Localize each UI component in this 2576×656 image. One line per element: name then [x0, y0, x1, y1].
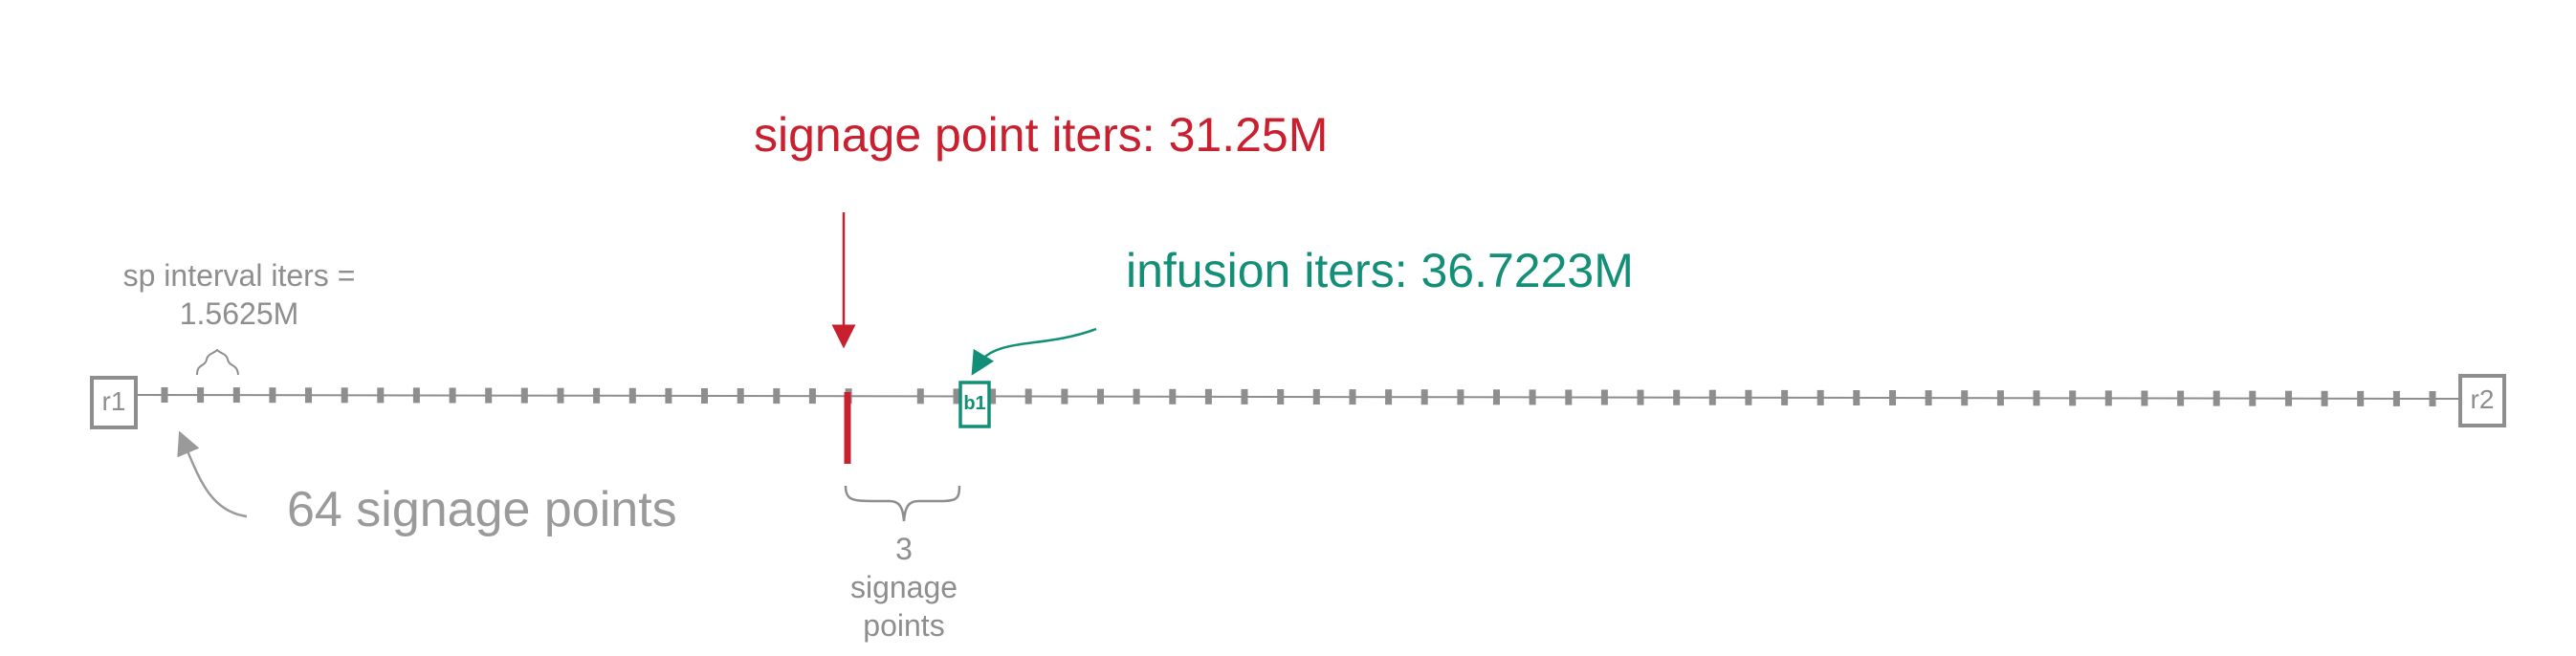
signage-point-tick [1816, 389, 1824, 405]
r1-label: r1 [101, 386, 126, 416]
signage-point-tick [593, 387, 601, 404]
signage-point-tick [1277, 389, 1285, 405]
signage-point-ticks [161, 387, 2436, 406]
signage-point-tick [2141, 390, 2148, 406]
signage-point-tick [485, 387, 493, 404]
signage-point-iters-label: signage point iters: 31.25M [754, 108, 1329, 162]
signage-point-tick [2429, 391, 2436, 406]
signage-point-tick [2392, 390, 2400, 406]
signage-point-tick [1996, 390, 2004, 406]
signage-point-tick [1169, 388, 1177, 405]
signage-point-tick [1241, 388, 1248, 405]
signage-point-tick [2104, 390, 2112, 406]
signage-point-tick [2285, 390, 2292, 406]
signage-point-tick [557, 387, 564, 404]
signage-point-tick [1600, 389, 1608, 405]
signage-point-tick [1024, 388, 1032, 405]
sp-interval-label: sp interval iters = 1.5625M [96, 256, 383, 333]
sp-interval-label-line2: 1.5625M [179, 296, 299, 331]
signage-point-tick [449, 387, 456, 404]
signage-point-tick [1420, 389, 1428, 405]
gap-label: 3 signage points [827, 530, 980, 645]
signage-point-tick [412, 387, 420, 404]
signage-point-tick [2321, 390, 2328, 406]
signage-point-tick [377, 387, 385, 404]
signage-point-tick [1061, 388, 1068, 405]
signage-point-tick [1097, 388, 1104, 405]
signage-point-tick [1457, 389, 1464, 405]
signage-point-tick [305, 387, 312, 404]
signage-point-tick [1133, 388, 1140, 405]
gap-label-line2: signage [849, 570, 958, 604]
signage-point-tick [2213, 390, 2220, 406]
sp-interval-label-line1: sp interval iters = [122, 258, 356, 293]
signage-point-tick [1565, 389, 1573, 405]
signage-point-tick [2033, 390, 2040, 406]
signage-point-tick [1708, 389, 1716, 405]
signage-point-tick [520, 387, 528, 404]
signage-point-tick [628, 387, 636, 404]
signage-point-tick [989, 388, 997, 405]
b1-label: b1 [963, 393, 986, 414]
signage-point-tick [2177, 390, 2185, 406]
signage-point-tick [1493, 389, 1500, 405]
gap-brace [844, 485, 961, 522]
gap-label-line1: 3 [895, 532, 913, 566]
signage-point-tick [1781, 389, 1789, 405]
signage-point-tick [1637, 389, 1644, 405]
signage-point-tick [1961, 390, 1969, 406]
signage-point-tick [197, 387, 205, 404]
signage-point-tick [808, 388, 816, 405]
signage-point-tick [737, 388, 744, 404]
signage-point-tick [1853, 390, 1860, 405]
r2-box [2458, 374, 2506, 427]
signage-point-tick [953, 388, 960, 405]
signage-point-tick [773, 388, 781, 405]
infusion-iters-label: infusion iters: 36.7223M [1126, 244, 1634, 297]
signage-point-tick [1673, 389, 1681, 405]
signage-point-tick [1312, 389, 1320, 405]
signage-count-arrow [177, 430, 248, 518]
r2-label: r2 [2470, 384, 2495, 414]
signage-point-tick [916, 388, 924, 405]
r1-box [90, 376, 138, 429]
signage-point-tick [1889, 390, 1896, 405]
signage-count-label: 64 signage points [287, 482, 677, 537]
signage-point-tick [2357, 390, 2365, 406]
infusion-arrow [971, 327, 1097, 376]
signage-point-tick [701, 388, 708, 404]
signage-point-tick [232, 387, 240, 404]
signage-point-tick [2249, 390, 2257, 406]
signage-point-tick [269, 387, 276, 404]
signage-point-tick [1385, 389, 1393, 405]
signage-point-tick [665, 387, 672, 404]
signage-point-tick [161, 387, 168, 403]
signage-point-tick [341, 387, 348, 404]
b1-box [958, 381, 991, 428]
signage-point-tick [1529, 389, 1536, 405]
gap-label-line3: points [863, 608, 945, 643]
signage-point-tick [1349, 389, 1356, 405]
signage-point-tick [1925, 390, 1932, 406]
signage-point-tick [2069, 390, 2077, 406]
signage-point-tick [1204, 388, 1212, 405]
sp-interval-brace [196, 348, 239, 376]
signage-point-tick [1745, 389, 1752, 405]
